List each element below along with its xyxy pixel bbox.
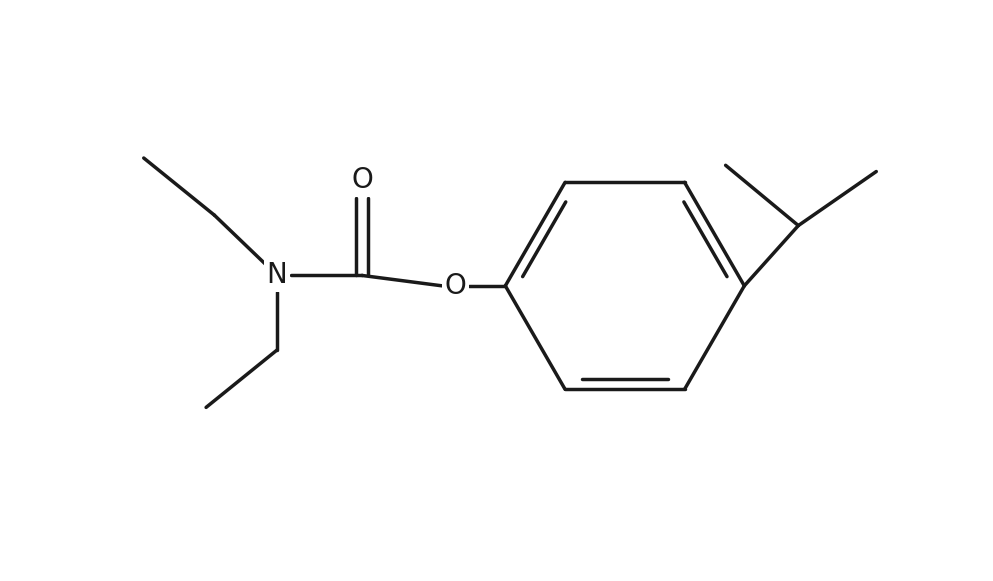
Text: O: O: [352, 166, 372, 194]
Text: O: O: [445, 272, 467, 300]
Text: N: N: [266, 261, 287, 289]
